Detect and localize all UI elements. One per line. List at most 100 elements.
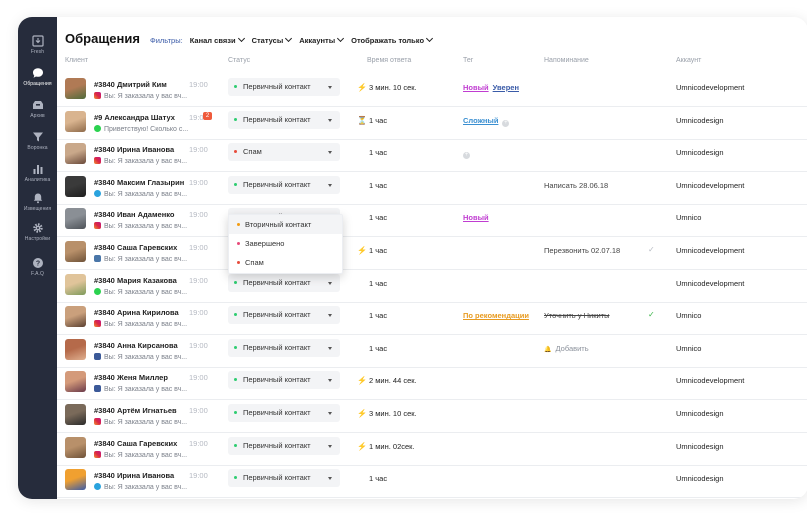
reminder-text[interactable]: 🔔 Добавить [544,344,589,353]
response-time-value: 1 час [369,343,388,353]
table-row[interactable]: #3840 Женя Миллер 19:00 Вы: Я заказала у в… [57,367,807,401]
bell-icon [33,193,42,204]
message-preview: Вы: Я заказала у вас вч... [94,92,187,100]
dropdown-option[interactable]: Спам [229,253,342,272]
instagram-icon [94,222,101,230]
chevron-down-icon [285,34,293,43]
status-dot [234,443,237,447]
reminder-text[interactable]: Написать 28.06.18 [544,180,609,190]
column-header-tag: Тег [463,57,474,64]
table-row[interactable]: #3840 Арина Кирилова 19:00 Вы: Я заказала … [57,302,807,336]
tag-chip[interactable]: Новый [463,213,489,223]
message-preview: Вы: Я заказала у вас вч... [94,450,187,459]
check-icon[interactable]: ✓ [648,245,655,254]
facebook-icon [94,385,101,393]
sidebar-item-label: Аналитика [24,177,51,183]
sidebar-item-3[interactable]: Воронка [18,131,57,151]
table-row[interactable]: #3840 Мария Казакова 19:00 Вы: Я заказала … [57,270,807,303]
status-dot [234,313,237,317]
tag-chip[interactable]: Уверен [492,83,519,92]
response-time-value: 1 час [369,278,388,288]
response-time: ⚡ 3 мин. 10 сек. [357,409,417,418]
status-select[interactable]: Спам [228,143,340,162]
table-row[interactable]: #3840 Артём Игнатьев 19:00 Вы: Я заказала … [57,400,807,433]
status-select[interactable]: Первичный контакт [228,469,340,488]
response-time-value: 1 час [369,311,388,321]
status-label: Первичный контакт [243,342,311,352]
response-time-value: 1 час [369,474,388,484]
status-dot [234,117,237,121]
instagram-icon [94,92,101,99]
sidebar-item-6[interactable]: Настройки [18,222,57,242]
filter-dropdown[interactable]: Отображать только [351,34,434,45]
reminder-text[interactable]: Перезвонить 02.07.18 [544,246,621,255]
sidebar-item-0[interactable]: Fresh [18,35,57,55]
table-row[interactable]: #3840 Дмитрий Ким 19:00 Вы: Я заказала у в… [57,74,807,107]
avatar [65,371,86,393]
tag-chip[interactable]: Сложный [463,115,499,125]
status-select[interactable]: Первичный контакт [228,338,340,357]
avatar [65,143,86,165]
sidebar-item-5[interactable]: Извещения [18,192,57,212]
status-select[interactable]: Первичный контакт [228,175,340,194]
sidebar-item-2[interactable]: Архив [18,99,57,119]
sidebar-item-1[interactable]: Обращения [18,67,57,87]
table-row[interactable]: #3840 Ирина Иванова 19:00 Вы: Я заказала у… [57,139,807,173]
status-select[interactable]: Первичный контакт [228,110,340,129]
archive-icon [32,101,43,109]
table-row[interactable]: #3840 Иван Адаменко 19:00 Вы: Я заказала у… [57,204,807,238]
table-row[interactable]: #3840 Анна Кирсанова 19:00 Вы: Я заказала … [57,335,807,368]
status-select[interactable]: Первичный контакт [228,436,340,455]
status-select[interactable]: Первичный контакт [228,306,340,325]
check-icon[interactable]: ✓ [648,310,655,320]
table-row[interactable]: #3840 Саша Гаревских 19:00 Вы: Я заказала … [57,433,807,466]
status-select[interactable]: Первичный контакт [228,404,340,422]
response-time-value: 1 час [369,148,388,158]
avatar [65,175,86,197]
dropdown-option[interactable]: Вторичный контакт [229,215,342,234]
status-select[interactable]: Первичный контакт [228,273,340,292]
sidebar-item-7[interactable]: ? F.A.Q [18,257,57,277]
tag-chip[interactable]: По рекомендации [463,311,529,321]
status-select[interactable]: Первичный контакт [228,78,340,96]
table-row[interactable]: #3840 Саша Гаревских 19:00 Вы: Я заказала … [57,237,807,270]
avatar [65,436,86,458]
response-time: 1 час [357,181,387,190]
sidebar-item-4[interactable]: Аналитика [18,163,57,183]
table-row[interactable]: #9 Александра Шатух 19:00 2 Приветствую! Ск… [57,107,807,140]
response-time: ⚡ 1 час [357,246,387,255]
status-select[interactable]: Первичный контакт [228,371,340,390]
status-label: Первичный контакт [243,408,311,417]
add-tag-icon[interactable]: + [463,152,470,160]
status-dropdown-menu: Вторичный контакт Завершено Спам [228,214,343,274]
filter-dropdown[interactable]: Аккаунты [299,34,345,45]
response-time: ⏳ 1 час [357,116,387,125]
account-name: Umnicodesign [676,115,724,125]
client-name: #3840 Мария Казакова [94,275,177,285]
main-panel: Обращения Фильтры: Канал связи Статусы Акк… [57,17,807,499]
status-dot [234,85,237,88]
table-row[interactable]: #3840 Максим Глазырин 19:00 Вы: Я заказала… [57,172,807,205]
message-time: 19:00 [189,177,208,187]
reminder-text[interactable]: Уточнить у Никиты [544,311,610,321]
chevron-down-icon [328,379,332,383]
filter-label: Отображать только [351,36,425,45]
status-dot [234,280,237,284]
response-time: 1 час [357,213,387,222]
message-text: Вы: Я заказала у вас вч... [104,419,188,426]
sidebar-item-label: Воронка [27,145,48,151]
response-time: 1 час [357,279,387,288]
avatar [65,338,86,360]
hourglass-icon: ⏳ [357,115,367,125]
filter-dropdown[interactable]: Канал связи [190,34,245,45]
whatsapp-icon [94,287,101,295]
table-row[interactable]: #3840 Ирина Иванова 19:00 Вы: Я заказала у… [57,465,807,499]
response-time-value: 3 мин. 10 сек. [369,83,417,92]
client-name: #3840 Арина Кирилова [94,308,179,318]
tag-chip[interactable]: Новый [463,83,489,92]
chevron-down-icon [328,118,332,122]
filter-dropdown[interactable]: Статусы [252,34,293,45]
add-tag-icon[interactable]: + [502,119,510,127]
dropdown-option[interactable]: Завершено [229,234,342,253]
message-preview: Вы: Я заказала у вас вч... [94,320,187,328]
